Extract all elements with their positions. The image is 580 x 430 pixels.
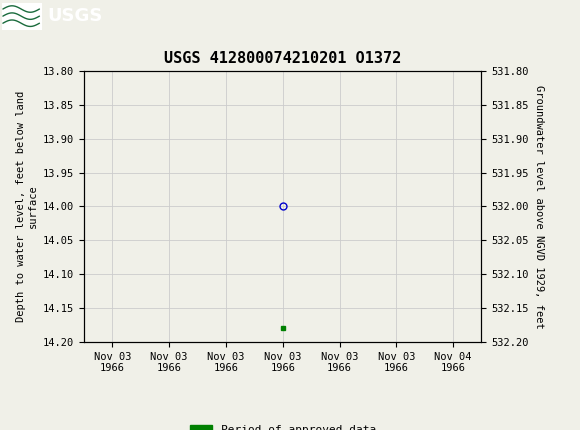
Legend: Period of approved data: Period of approved data <box>185 421 380 430</box>
Y-axis label: Depth to water level, feet below land
surface: Depth to water level, feet below land su… <box>16 91 38 322</box>
Text: USGS: USGS <box>48 7 103 25</box>
Bar <box>2 3 42 30</box>
Title: USGS 412800074210201 O1372: USGS 412800074210201 O1372 <box>164 51 401 66</box>
Y-axis label: Groundwater level above NGVD 1929, feet: Groundwater level above NGVD 1929, feet <box>534 85 544 328</box>
